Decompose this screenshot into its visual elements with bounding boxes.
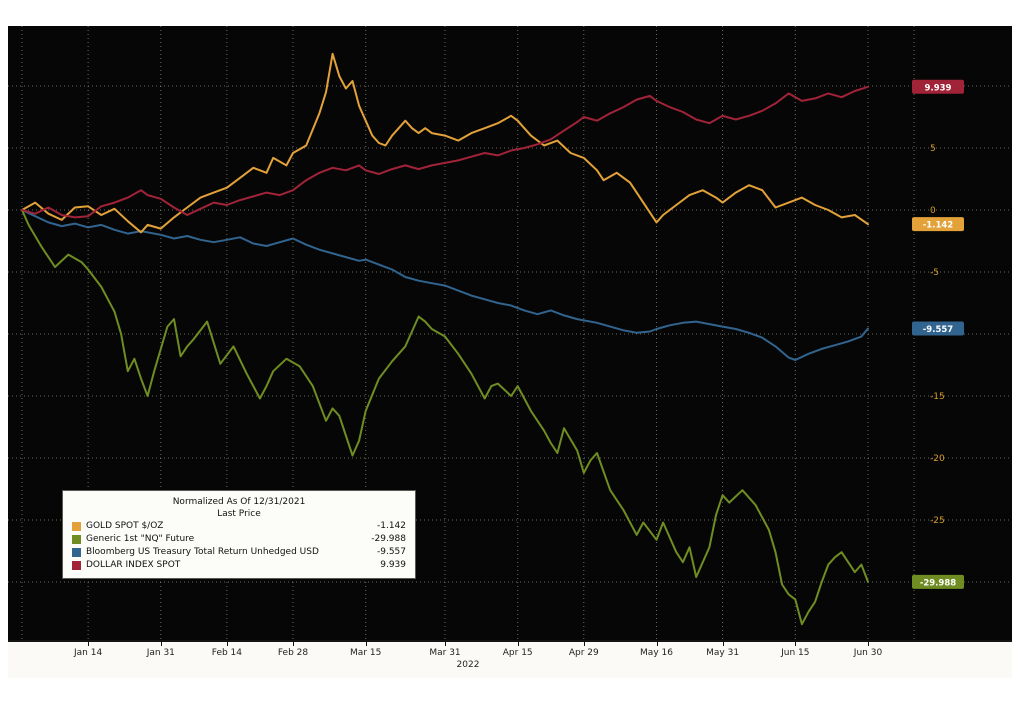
treasury-last-price-badge: -9.557 bbox=[912, 321, 964, 336]
x-tick-mark bbox=[656, 642, 658, 646]
series-last-price: -9.557 bbox=[376, 547, 406, 557]
series-last-price: -29.988 bbox=[371, 534, 406, 544]
x-axis-year-label: 2022 bbox=[456, 660, 480, 670]
treasury-series-line bbox=[21, 209, 869, 361]
x-tick-label: May 16 bbox=[640, 648, 673, 658]
x-tick-label: Apr 15 bbox=[502, 648, 533, 658]
legend-title: Normalized As Of 12/31/2021 bbox=[172, 497, 306, 507]
svg-text:9.939: 9.939 bbox=[925, 83, 952, 93]
series-last-price: -1.142 bbox=[376, 521, 406, 531]
treasury-series-swatch bbox=[72, 548, 81, 557]
x-tick-mark bbox=[292, 642, 294, 646]
svg-text:-9.557: -9.557 bbox=[923, 325, 953, 335]
x-tick-label: Jun 15 bbox=[781, 648, 810, 658]
legend-row-nq: Generic 1st "NQ" Future -29.988 bbox=[72, 533, 406, 546]
nq-series-line bbox=[21, 209, 869, 626]
dollar-series-swatch bbox=[72, 561, 81, 570]
x-tick-mark bbox=[88, 642, 90, 646]
x-tick-mark bbox=[722, 642, 724, 646]
x-axis: 2022 Jan 14 Jan 31 Feb 14 Feb 28 Mar 15 Mar 3… bbox=[8, 640, 1012, 678]
series-name: Bloomberg US Treasury Total Return Unhed… bbox=[86, 547, 319, 557]
x-tick-label: Mar 31 bbox=[429, 648, 461, 658]
chart-legend: Normalized As Of 12/31/2021 Last Price G… bbox=[62, 490, 416, 579]
x-tick-mark bbox=[868, 642, 869, 646]
nq-last-price-badge: -29.988 bbox=[912, 574, 964, 589]
svg-text:-29.988: -29.988 bbox=[920, 578, 956, 588]
nq-series-swatch bbox=[72, 535, 81, 544]
legend-subtitle: Last Price bbox=[217, 509, 261, 519]
chart-canvas: 5 0 -5 -15 -20 -25 -1.142 -29.988 -9.557 9.939 bbox=[8, 26, 1012, 640]
y-tick-label: 0 bbox=[930, 206, 936, 216]
legend-row-gold: GOLD SPOT $/OZ -1.142 bbox=[72, 520, 406, 533]
x-tick-label: Jan 31 bbox=[146, 648, 175, 658]
x-tick-label: Feb 28 bbox=[277, 648, 309, 658]
y-tick-label: -15 bbox=[930, 392, 945, 402]
y-tick-label: 5 bbox=[930, 144, 936, 154]
legend-row-treasury: Bloomberg US Treasury Total Return Unhed… bbox=[72, 546, 406, 559]
x-tick-label: May 31 bbox=[706, 648, 740, 658]
x-tick-label: Feb 14 bbox=[211, 648, 243, 658]
x-tick-label: Apr 29 bbox=[568, 648, 599, 658]
x-tick-mark bbox=[517, 642, 519, 646]
series-name: Generic 1st "NQ" Future bbox=[86, 534, 195, 544]
x-tick-mark bbox=[795, 642, 797, 646]
y-tick-label: -5 bbox=[930, 268, 939, 278]
x-tick-label: Mar 15 bbox=[350, 648, 382, 658]
x-tick-mark bbox=[365, 642, 367, 646]
svg-text:-1.142: -1.142 bbox=[923, 221, 953, 231]
x-tick-mark bbox=[583, 642, 585, 646]
gridlines bbox=[8, 26, 1012, 640]
legend-row-dollar: DOLLAR INDEX SPOT 9.939 bbox=[72, 559, 406, 572]
series-name: DOLLAR INDEX SPOT bbox=[86, 560, 181, 570]
series-name: GOLD SPOT $/OZ bbox=[86, 521, 164, 531]
gold-series-line bbox=[21, 52, 869, 234]
x-tick-mark bbox=[226, 642, 228, 646]
series-last-price: 9.939 bbox=[380, 560, 406, 570]
y-tick-label: -20 bbox=[930, 454, 945, 464]
gold-series-swatch bbox=[72, 522, 81, 531]
x-tick-label: Jan 14 bbox=[74, 648, 103, 658]
y-tick-label: -25 bbox=[930, 516, 945, 526]
x-tick-mark bbox=[445, 642, 446, 646]
y-axis-tick-labels: 5 0 -5 -15 -20 -25 bbox=[930, 144, 945, 526]
gold-last-price-badge: -1.142 bbox=[912, 217, 964, 232]
x-tick-mark bbox=[160, 642, 162, 646]
x-tick-label: Jun 30 bbox=[853, 648, 883, 658]
dollar-series-line bbox=[21, 85, 869, 219]
dollar-last-price-badge: 9.939 bbox=[912, 79, 964, 94]
price-chart: 5 0 -5 -15 -20 -25 -1.142 -29.988 -9.557 9.939 No… bbox=[8, 26, 1012, 640]
